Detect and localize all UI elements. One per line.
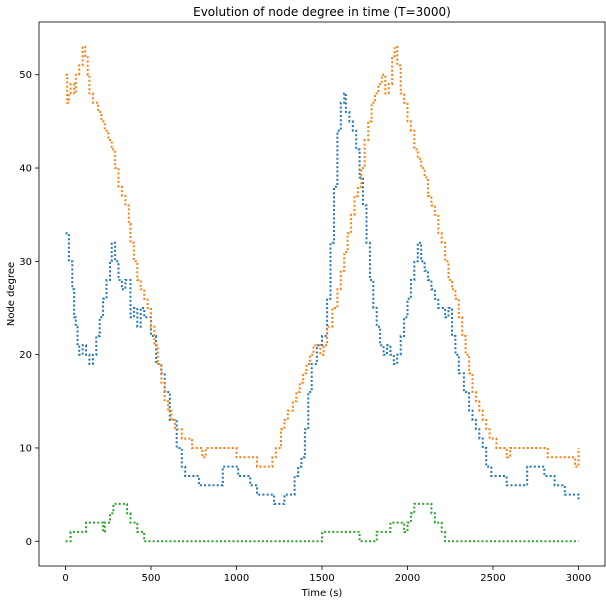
chart-title: Evolution of node degree in time (T=3000… — [193, 5, 451, 19]
x-tick-label: 0 — [62, 573, 68, 584]
y-tick-label: 20 — [19, 350, 32, 361]
y-tick-label: 40 — [19, 164, 32, 175]
x-tick-label: 1500 — [309, 573, 334, 584]
x-axis: 0 500 1000 1500 2000 2500 3000 — [62, 566, 591, 584]
y-axis: 0 10 20 30 40 50 — [19, 70, 39, 548]
x-tick-label: 2500 — [480, 573, 505, 584]
y-axis-label: Node degree — [6, 262, 17, 326]
x-tick-label: 2000 — [395, 573, 420, 584]
x-tick-label: 1000 — [224, 573, 249, 584]
y-tick-label: 30 — [19, 257, 32, 268]
series-line-1 — [65, 92, 580, 505]
y-tick-label: 10 — [19, 443, 32, 454]
y-tick-label: 50 — [19, 70, 32, 81]
x-tick-label: 3000 — [566, 573, 591, 584]
x-tick-label: 500 — [141, 573, 160, 584]
series-layer — [65, 45, 580, 543]
x-axis-label: Time (s) — [301, 588, 343, 599]
y-tick-label: 0 — [26, 537, 32, 548]
series-line-2 — [65, 45, 580, 468]
series-line-3 — [65, 502, 579, 543]
